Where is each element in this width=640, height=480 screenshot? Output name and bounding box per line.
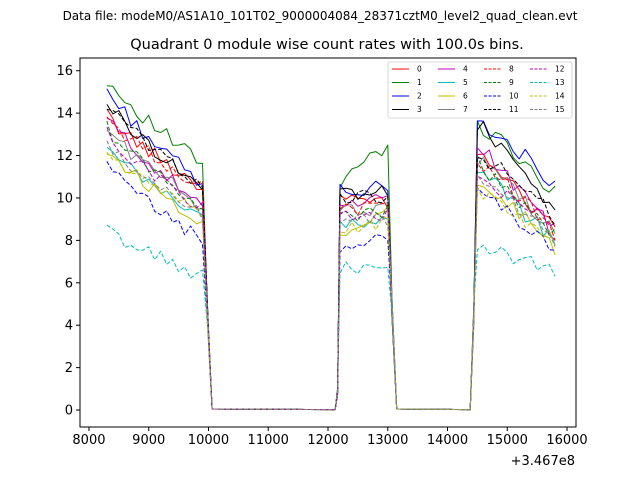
y-axis-ticks: 0 2 4 6 8 10 12 14 16 [56,64,80,419]
y-tick-label: 12 [56,149,73,164]
y-tick-label: 4 [65,319,73,334]
legend-label-7: 7 [463,105,468,114]
x-axis-offset-label: +3.467e8 [511,454,575,469]
y-tick-label: 14 [56,107,73,122]
legend-label-4: 4 [463,65,468,74]
y-tick-label: 16 [56,64,73,79]
chart-title: Quadrant 0 module wise count rates with … [130,37,524,53]
plot-lines [106,85,556,411]
series-line-13 [106,224,556,411]
chart-suptitle: Data file: modeM0/AS1A10_101T02_90000040… [63,9,578,23]
series-line-7 [106,130,556,411]
x-tick-label: 14000 [427,433,468,448]
series-line-4 [106,117,556,411]
x-tick-label: 10000 [188,433,229,448]
x-axis-ticks: 8000 9000 10000 11000 12000 13000 14000 15000 16… [72,427,588,448]
y-tick-label: 8 [65,234,73,249]
series-line-3 [106,104,556,411]
y-tick-label: 2 [65,361,73,376]
legend-label-6: 6 [463,92,468,101]
legend-label-3: 3 [417,105,422,114]
x-tick-label: 8000 [72,433,105,448]
series-line-10 [106,161,556,411]
legend-label-10: 10 [509,92,519,101]
legend-label-13: 13 [555,78,565,87]
series-line-15 [106,140,556,411]
series-line-14 [106,151,556,411]
legend-label-2: 2 [417,92,422,101]
x-tick-label: 16000 [546,433,587,448]
legend-label-5: 5 [463,78,468,87]
legend-label-15: 15 [555,105,565,114]
y-tick-label: 0 [65,404,73,419]
legend-label-1: 1 [417,78,422,87]
series-line-1 [106,85,556,411]
legend-label-12: 12 [555,65,565,74]
x-tick-label: 11000 [248,433,289,448]
x-tick-label: 13000 [367,433,408,448]
y-tick-label: 6 [65,276,73,291]
legend-label-0: 0 [417,65,422,74]
y-tick-label: 10 [56,191,73,206]
legend-label-8: 8 [509,65,514,74]
series-line-11 [106,108,556,411]
legend-label-11: 11 [509,105,519,114]
x-tick-label: 15000 [487,433,528,448]
legend-box [387,61,573,119]
legend-label-14: 14 [555,92,565,101]
legend-label-9: 9 [509,78,514,87]
axes-frame [79,57,577,428]
series-line-8 [106,116,556,411]
series-line-12 [106,126,556,411]
x-tick-label: 12000 [307,433,348,448]
x-tick-label: 9000 [132,433,165,448]
